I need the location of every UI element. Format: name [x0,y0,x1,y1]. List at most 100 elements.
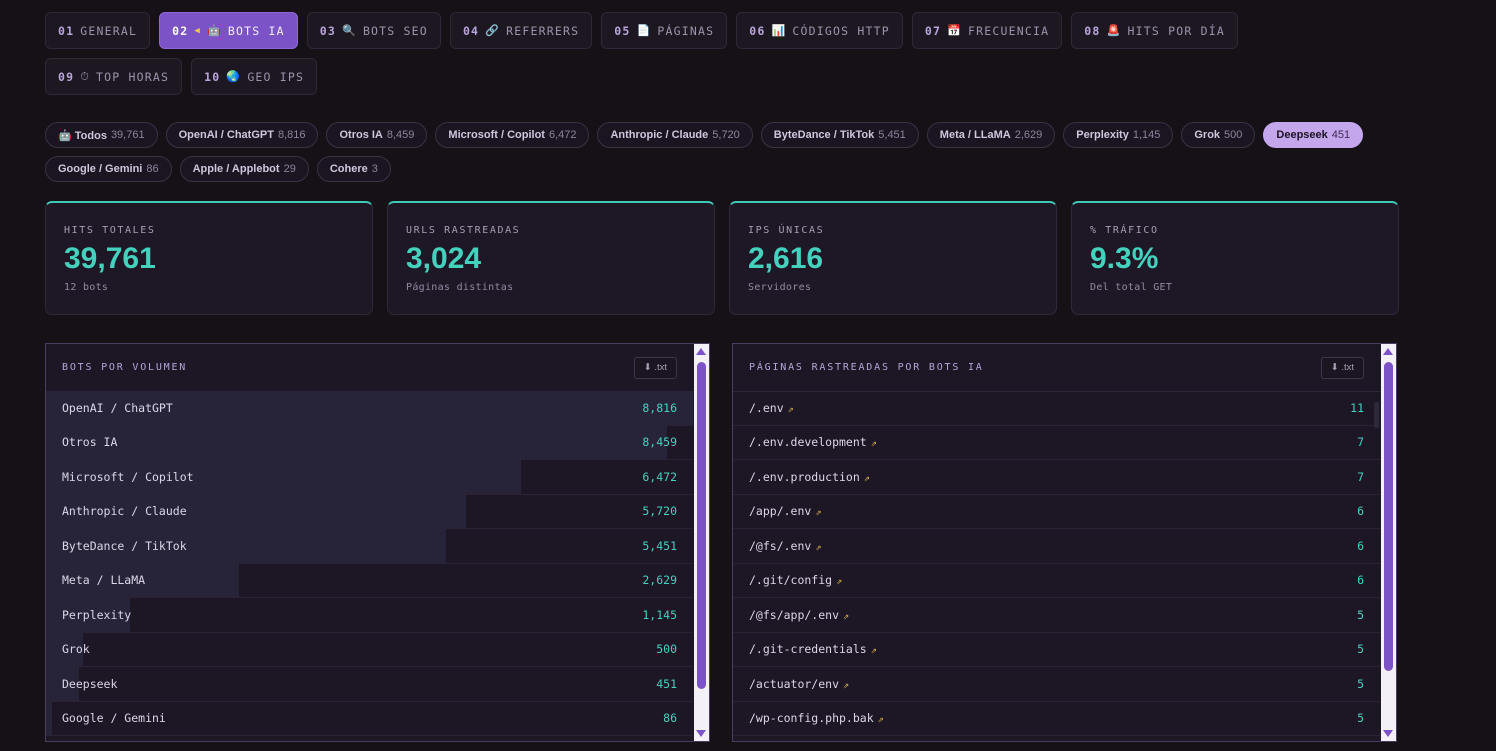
stat-card: HITS TOTALES 39,761 12 bots [45,201,373,315]
table-row[interactable]: Microsoft / Copilot 6,472 [46,460,693,495]
tab-bots-seo[interactable]: 03 🔍 BOTS SEO [306,12,441,49]
bot-hits: 5,720 [642,504,677,519]
filter-chip[interactable]: Apple / Applebot 29 [179,156,309,182]
table-row[interactable]: /@fs/app/.env ⇗ 5 [733,598,1380,633]
external-link-icon[interactable]: ⇗ [877,714,884,726]
chip-label: 🤖 Todos [58,129,107,142]
download-txt-button[interactable]: ⬇ .txt [633,356,677,379]
chip-label: Grok [1194,129,1221,141]
inner-scroll-thumb[interactable] [1374,402,1379,428]
table-row[interactable]: Perplexity 1,145 [46,598,693,633]
tab-top-horas[interactable]: 09 ⏱ TOP HORAS [45,58,183,95]
table-row[interactable]: /.git/config ⇗ 6 [733,564,1380,598]
bot-hits: 1,145 [642,607,677,622]
tab-códigos-http[interactable]: 06 📊 CÓDIGOS HTTP [736,12,903,49]
tab-number: 02 [172,23,189,38]
chip-count: 5,451 [878,129,906,141]
stat-subtitle: 12 bots [64,282,109,293]
external-link-icon[interactable]: ⇗ [815,541,822,553]
page-hits: 7 [1357,435,1364,450]
tab-label: PÁGINAS [657,23,715,38]
filter-chip[interactable]: OpenAI / ChatGPT 8,816 [165,122,319,148]
volume-bar [46,425,667,459]
external-link-icon[interactable]: ⇗ [843,610,850,622]
external-link-icon[interactable]: ⇗ [836,576,843,588]
table-row[interactable]: /actuator/env ⇗ 5 [733,667,1380,702]
bots-volume-panel: BOTS POR VOLUMEN ⬇ .txt OpenAI / ChatGPT… [45,343,710,742]
external-link-icon[interactable]: ⇗ [787,403,794,415]
tab-label: CÓDIGOS HTTP [792,23,890,38]
scrollbar[interactable] [694,344,709,741]
filter-chip[interactable]: Meta / LLaMA 2,629 [926,122,1056,148]
table-row[interactable]: OpenAI / ChatGPT 8,816 [46,391,693,426]
table-row[interactable]: /app/.env ⇗ 6 [733,495,1380,529]
chip-label: Perplexity [1076,129,1129,141]
chip-label: Cohere [329,163,368,175]
tab-geo-ips[interactable]: 10 🌏 GEO IPS [191,58,318,95]
tab-páginas[interactable]: 05 📄 PÁGINAS [601,12,728,49]
tab-icon: 🔍 [342,24,357,37]
table-row[interactable]: /wp-config.php.bak ⇗ 5 [733,702,1380,736]
stat-value: 39,761 [64,242,156,275]
tab-bots-ia[interactable]: 02 ◀ 🤖 BOTS IA [159,12,298,49]
filter-chip[interactable]: Deepseek 451 [1263,122,1364,148]
scroll-up-icon[interactable] [1383,348,1393,355]
scroll-down-icon[interactable] [1383,730,1393,737]
page-path-cell: /.env ⇗ [749,401,794,415]
tab-hits-por-día[interactable]: 08 🚨 HITS POR DÍA [1071,12,1238,49]
filter-chip[interactable]: ByteDance / TikTok 5,451 [760,122,919,148]
page-hits: 11 [1350,400,1364,415]
table-row[interactable]: Anthropic / Claude 5,720 [46,494,693,529]
table-row[interactable]: ByteDance / TikTok 5,451 [46,529,693,564]
page-hits: 7 [1357,469,1364,484]
table-row[interactable]: /@fs/.env ⇗ 6 [733,529,1380,564]
table-row[interactable]: Meta / LLaMA 2,629 [46,563,693,598]
page-path-cell: /@fs/app/.env ⇗ [749,608,849,622]
chip-count: 1,145 [1132,129,1161,141]
external-link-icon[interactable]: ⇗ [870,645,877,657]
scroll-down-icon[interactable] [696,730,706,737]
filter-chip[interactable]: Anthropic / Claude 5,720 [597,122,753,148]
external-link-icon[interactable]: ⇗ [870,438,877,450]
download-txt-button[interactable]: ⬇ .txt [1320,356,1364,379]
page-path: /@fs/app/.env [749,607,840,622]
scroll-thumb[interactable] [697,362,706,689]
page-path: /.env.development [749,435,867,450]
table-row[interactable]: Deepseek 451 [46,667,693,702]
filter-chip[interactable]: 🤖 Todos 39,761 [45,122,158,148]
scrollbar[interactable] [1381,344,1396,741]
stat-label: % TRÁFICO [1090,225,1159,236]
table-row[interactable]: /.env.development ⇗ 7 [733,426,1380,460]
panel-title: PÁGINAS RASTREADAS POR BOTS IA [749,362,984,373]
chip-count: 86 [146,163,159,175]
filter-chip[interactable]: Perplexity 1,145 [1063,122,1174,148]
table-row[interactable]: /.git-credentials ⇗ 5 [733,633,1380,667]
table-row[interactable]: /.env.production ⇗ 7 [733,460,1380,495]
chip-count: 8,816 [277,129,306,141]
chip-count: 5,720 [712,129,740,141]
page-path-cell: /wp-config.php.bak ⇗ [749,711,884,725]
table-row[interactable]: Grok 500 [46,632,693,667]
chip-count: 2,629 [1014,129,1043,141]
tab-referrers[interactable]: 04 🔗 REFERRERS [449,12,593,49]
scroll-thumb[interactable] [1384,362,1393,671]
table-row[interactable]: /.env ⇗ 11 [733,391,1380,426]
table-row[interactable]: Otros IA 8,459 [46,425,693,460]
page-path: /.git-credentials [749,642,867,657]
table-row[interactable]: Google / Gemini 86 [46,701,693,736]
tab-frecuencia[interactable]: 07 📅 FRECUENCIA [911,12,1063,49]
bot-name: Deepseek [62,676,118,691]
external-link-icon[interactable]: ⇗ [863,472,870,484]
page-path-cell: /app/.env ⇗ [749,504,821,518]
filter-chip[interactable]: Otros IA 8,459 [326,122,428,148]
chip-label: OpenAI / ChatGPT [178,129,274,141]
scroll-up-icon[interactable] [696,348,706,355]
tab-general[interactable]: 01 GENERAL [45,12,151,49]
external-link-icon[interactable]: ⇗ [815,507,822,519]
filter-chip[interactable]: Microsoft / Copilot 6,472 [435,122,590,148]
page-path-cell: /@fs/.env ⇗ [749,539,821,553]
filter-chip[interactable]: Grok 500 [1181,122,1256,148]
filter-chip[interactable]: Cohere 3 [316,156,391,182]
filter-chip[interactable]: Google / Gemini 86 [45,156,172,182]
external-link-icon[interactable]: ⇗ [843,679,850,691]
